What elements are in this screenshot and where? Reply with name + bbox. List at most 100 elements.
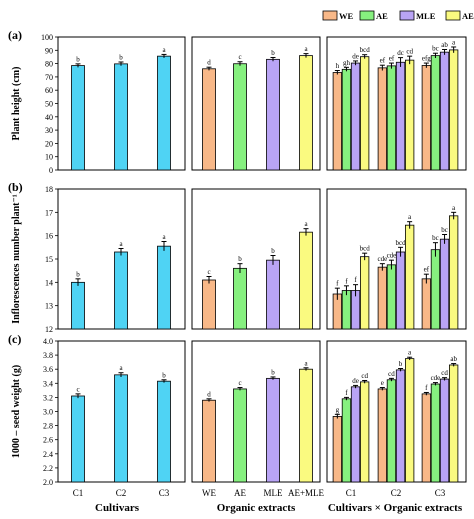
extract-ae-sig-letter: b <box>238 255 242 263</box>
interaction-c3-we-bar <box>421 393 432 483</box>
cultivar-c1-bar <box>71 281 85 330</box>
extract-ae-mle-bar <box>299 55 313 171</box>
interaction-c1-ae-mle-bar <box>359 256 370 330</box>
interaction-c2-we-bar <box>377 67 388 171</box>
interaction-c2-mle-bar <box>395 61 406 171</box>
interaction-c3-ae-bar <box>430 383 441 483</box>
extract-we-bar <box>202 399 216 483</box>
extract-we-sig-letter: c <box>207 268 210 276</box>
interaction-c1-ae-sig-letter: f <box>345 389 348 397</box>
y-tick-label: 3.6 <box>43 365 53 374</box>
y-tick-label: 20 <box>45 139 53 148</box>
interaction-c3-we-sig-letter: efg <box>422 55 431 63</box>
y-tick-label: 10 <box>45 153 53 162</box>
interaction-c2-we-bar <box>377 388 388 483</box>
y-tick-label: 13 <box>45 302 53 311</box>
interaction-c1-mle-sig-letter: de <box>352 377 359 385</box>
extract-ae-mle-sig-letter: a <box>304 220 308 228</box>
interaction-c3-ae-mle-sig-letter: a <box>452 38 456 46</box>
interaction-c2-mle-sig-letter: bcd <box>395 239 406 247</box>
y-tick-label: 2.0 <box>43 478 53 487</box>
x-tick-label: MLE <box>264 488 284 498</box>
y-tick-label: 15 <box>45 255 53 264</box>
interaction-c2-ae-sig-letter: cde <box>387 252 397 260</box>
interaction-c1-ae-mle-sig-letter: cd <box>361 372 368 380</box>
interaction-c3-ae-mle-sig-letter: a <box>452 204 456 212</box>
y-tick-label: 18 <box>45 185 53 194</box>
interaction-c1-mle-sig-letter: de <box>352 52 359 60</box>
cultivar-c1-bar <box>71 65 85 171</box>
extract-ae-bar <box>233 63 247 171</box>
extract-ae-bar <box>233 267 247 330</box>
y-tick-label: 0 <box>49 166 53 175</box>
cultivar-c3-bar <box>157 380 171 483</box>
legend-swatch-ae <box>359 10 375 21</box>
y-tick-label: 3.4 <box>43 379 53 388</box>
x-tick-label: C2 <box>391 488 402 498</box>
interaction-c1-we-bar <box>332 72 343 171</box>
interaction-c2-ae-mle-sig-letter: cd <box>406 48 413 56</box>
interaction-c2-we-sig-letter: e <box>381 379 384 387</box>
xgroup-label-extracts: Organic extracts <box>217 502 296 514</box>
y-axis-label: Inflorescences number plant⁻¹ <box>11 194 22 324</box>
cultivar-c2-bar <box>114 63 128 171</box>
y-tick-label: 3.0 <box>43 408 53 417</box>
y-tick-label: 17 <box>45 208 53 217</box>
chart-rows: (a) Plant height (cm) 0 10 20 30 40 50 60 70 80 90 1… <box>8 28 467 498</box>
interaction-c2-mle-bar <box>395 251 406 330</box>
interaction-c2-ae-bar <box>386 65 397 171</box>
y-tick-label: 14 <box>45 278 53 287</box>
xgroup-label-cultivars: Cultivars <box>95 502 140 514</box>
cultivar-c3-bar <box>157 55 171 171</box>
interaction-c3-ae-mle-bar <box>448 364 459 483</box>
y-tick-label: 80 <box>45 60 53 69</box>
interaction-c3-ae-bar <box>430 249 441 330</box>
y-tick-label: 3.8 <box>43 351 53 360</box>
interaction-c1-mle-bar <box>350 62 361 171</box>
legend-swatch-mle <box>399 10 415 21</box>
legend-label-mle: MLE <box>416 11 436 21</box>
cultivar-c1-sig-letter: c <box>76 385 79 393</box>
extract-ae-mle-bar <box>299 231 313 330</box>
cultivar-c2-sig-letter: a <box>119 364 123 372</box>
cultivar-c3-bar <box>157 245 171 330</box>
y-tick-label: 40 <box>45 113 53 122</box>
interaction-c2-ae-bar <box>386 379 397 483</box>
interaction-c2-ae-sig-letter: ef <box>389 55 395 63</box>
x-tick-label: C2 <box>116 488 127 498</box>
row-label: (a) <box>8 28 22 42</box>
interaction-c2-ae-mle-bar <box>404 59 415 171</box>
extract-we-sig-letter: d <box>207 59 211 67</box>
interaction-c2-ae-mle-sig-letter: a <box>408 349 412 357</box>
row-label: (c) <box>8 332 21 346</box>
chart-row-3: (c) 1000 – seed weight (g) 2.0 2.2 2.4 2.6 2.8… <box>8 332 467 498</box>
cultivar-c2-sig-letter: a <box>119 240 123 248</box>
interaction-c1-ae-mle-bar <box>359 381 370 483</box>
y-tick-label: 70 <box>45 73 53 82</box>
legend-label-ae: AE <box>376 11 388 21</box>
interaction-c3-mle-bar <box>439 238 450 330</box>
interaction-c3-ae-mle-bar <box>448 215 459 330</box>
panel-frame-2 <box>191 36 321 171</box>
interaction-c2-ae-mle-bar <box>404 224 415 330</box>
interaction-c3-ae-mle-sig-letter: ab <box>450 355 457 363</box>
chart-row-2: (b)Inflorescences number plant⁻¹ 12 13 14 15… <box>8 180 467 334</box>
y-axis-label: Plant height (cm) <box>11 67 22 141</box>
interaction-c1-we-sig-letter: g <box>336 406 340 414</box>
extract-mle-bar <box>266 377 280 483</box>
y-tick-label: 30 <box>45 126 53 135</box>
interaction-c1-mle-bar <box>350 386 361 483</box>
extract-mle-sig-letter: b <box>271 247 275 255</box>
x-tick-label: AE+MLE <box>288 488 325 498</box>
interaction-c3-ae-sig-letter: bc <box>432 45 439 53</box>
extract-ae-sig-letter: c <box>238 379 241 387</box>
y-tick-label: 3.2 <box>43 393 53 402</box>
x-tick-label: C1 <box>73 488 84 498</box>
interaction-c2-ae-sig-letter: cd <box>388 370 395 378</box>
interaction-c3-we-sig-letter: ef <box>424 266 430 274</box>
y-tick-label: 90 <box>45 46 53 55</box>
row-label: (b) <box>8 180 23 194</box>
legend-swatch-we <box>322 10 338 21</box>
interaction-c1-ae-sig-letter: gh <box>343 59 351 67</box>
cultivar-c1-bar <box>71 395 85 483</box>
